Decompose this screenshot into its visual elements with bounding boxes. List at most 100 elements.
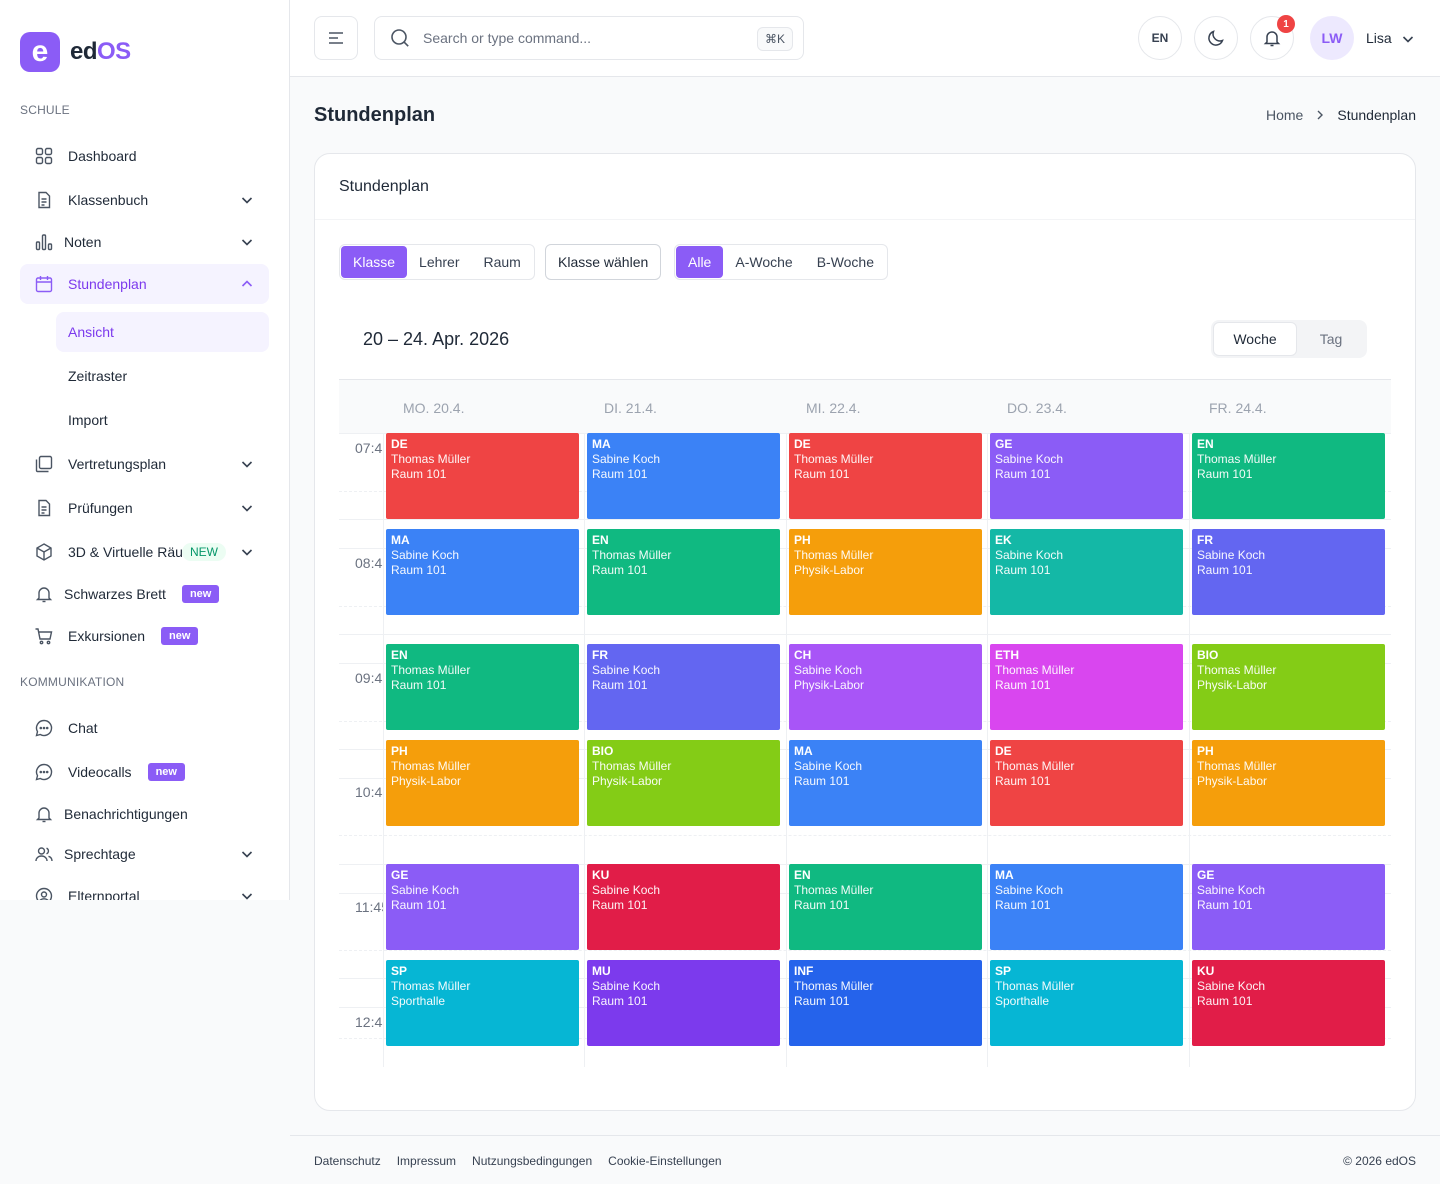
lesson-block[interactable]: MA Sabine Koch Raum 101 — [789, 740, 982, 826]
lesson-block[interactable]: FR Sabine Koch Raum 101 — [587, 644, 780, 730]
lesson-block[interactable]: PH Thomas Müller Physik-Labor — [386, 740, 579, 826]
footer-link-impressum[interactable]: Impressum — [396, 1154, 457, 1168]
sidebar-item-klassenbuch[interactable]: Klassenbuch — [20, 180, 269, 220]
lesson-block[interactable]: DE Thomas Müller Raum 101 — [789, 433, 982, 519]
sidebar-item-videocalls[interactable]: Videocalls new — [20, 752, 269, 792]
sidebar-subitem-ansicht[interactable]: Ansicht — [56, 312, 269, 352]
lesson-block[interactable]: ETH Thomas Müller Raum 101 — [990, 644, 1183, 730]
breadcrumb: Home Stundenplan — [1266, 107, 1416, 123]
breadcrumb-home-link[interactable]: Home — [1266, 107, 1304, 123]
lesson-block[interactable]: MA Sabine Koch Raum 101 — [386, 529, 579, 615]
sidebar-item-sprechtage[interactable]: Sprechtage — [20, 834, 269, 874]
sidebar-item-label: Benachrichtigungen — [64, 806, 188, 822]
lesson-block[interactable]: SP Thomas Müller Sporthalle — [990, 960, 1183, 1046]
search-input[interactable] — [423, 30, 723, 46]
lesson-teacher: Thomas Müller — [794, 452, 874, 466]
cube-icon — [34, 542, 54, 562]
lesson-block[interactable]: BIO Thomas Müller Physik-Labor — [587, 740, 780, 826]
time-label: 12:45 — [355, 1014, 383, 1030]
sidebar-item-benachrichtigungen[interactable]: Benachrichtigungen — [20, 794, 269, 834]
lesson-subject: DE — [995, 744, 1012, 758]
day-label: MO. 20.4. — [403, 400, 465, 416]
lesson-block[interactable]: INF Thomas Müller Raum 101 — [789, 960, 982, 1046]
lesson-block[interactable]: GE Sabine Koch Raum 101 — [990, 433, 1183, 519]
grid-line — [339, 634, 1391, 635]
user-name[interactable]: Lisa — [1366, 30, 1392, 46]
lesson-room: Raum 101 — [1197, 994, 1253, 1008]
select-class-button[interactable]: Klasse wählen — [545, 244, 662, 280]
view-option-tag[interactable]: Tag — [1319, 331, 1343, 347]
sidebar-item-label: Schwarzes Brett — [64, 586, 166, 602]
lesson-block[interactable]: EN Thomas Müller Raum 101 — [1192, 433, 1385, 519]
mode-option-lehrer[interactable]: Lehrer — [419, 254, 460, 270]
sidebar-item-chat[interactable]: Chat — [20, 708, 269, 748]
lesson-block[interactable]: BIO Thomas Müller Physik-Labor — [1192, 644, 1385, 730]
search-box[interactable]: ⌘K — [374, 16, 804, 60]
week-option-alle[interactable]: Alle — [676, 246, 724, 278]
sidebar-item-stundenplan[interactable]: Stundenplan — [20, 264, 269, 304]
sidebar-item-vertretungsplan[interactable]: Vertretungsplan — [20, 444, 269, 484]
lesson-block[interactable]: SP Thomas Müller Sporthalle — [386, 960, 579, 1046]
chevron-down-icon[interactable] — [1400, 31, 1416, 47]
week-option-b[interactable]: B-Woche — [816, 254, 875, 270]
sidebar-item-elternportal[interactable]: Elternportal — [20, 876, 269, 900]
sidebar-item-noten[interactable]: Noten — [20, 222, 269, 262]
chat-icon — [34, 718, 54, 738]
calendar-icon — [34, 274, 54, 294]
lesson-teacher: Sabine Koch — [391, 883, 460, 897]
lesson-teacher: Thomas Müller — [995, 663, 1075, 677]
sidebar-item-pruefungen[interactable]: Prüfungen — [20, 488, 269, 528]
mode-option-raum[interactable]: Raum — [483, 254, 521, 270]
chat-icon — [34, 762, 54, 782]
logo-text-prefix: ed — [70, 38, 98, 65]
lesson-block[interactable]: DE Thomas Müller Raum 101 — [990, 740, 1183, 826]
grid-line — [339, 950, 1391, 951]
lesson-block[interactable]: PH Thomas Müller Physik-Labor — [1192, 740, 1385, 826]
lesson-block[interactable]: CH Sabine Koch Physik-Labor — [789, 644, 982, 730]
lesson-block[interactable]: FR Sabine Koch Raum 101 — [1192, 529, 1385, 615]
lesson-subject: DE — [391, 437, 408, 451]
avatar[interactable]: LW — [1310, 16, 1354, 60]
lesson-teacher: Thomas Müller — [794, 883, 874, 897]
lesson-block[interactable]: PH Thomas Müller Physik-Labor — [789, 529, 982, 615]
menu-toggle-button[interactable] — [314, 16, 358, 60]
sidebar-subitem-zeitraster[interactable]: Zeitraster — [68, 368, 128, 384]
sidebar-item-exkursionen[interactable]: Exkursionen new — [20, 616, 269, 656]
sidebar-subitem-import[interactable]: Import — [68, 412, 108, 428]
lesson-teacher: Thomas Müller — [391, 759, 471, 773]
chevron-down-icon — [241, 505, 253, 512]
theme-toggle-button[interactable] — [1194, 16, 1238, 60]
footer-link-cookie-einstellungen[interactable]: Cookie-Einstellungen — [608, 1154, 722, 1168]
view-option-woche[interactable]: Woche — [1213, 322, 1297, 356]
lesson-block[interactable]: EN Thomas Müller Raum 101 — [386, 644, 579, 730]
lesson-subject: KU — [1197, 964, 1215, 978]
footer-link-datenschutz[interactable]: Datenschutz — [314, 1154, 381, 1168]
sidebar-item-3d-raeume[interactable]: 3D & Virtuelle Räume NEW — [20, 532, 269, 572]
moon-icon — [1208, 30, 1224, 46]
lesson-block[interactable]: GE Sabine Koch Raum 101 — [386, 864, 579, 950]
lesson-block[interactable]: EN Thomas Müller Raum 101 — [789, 864, 982, 950]
footer-link-nutzungsbedingungen[interactable]: Nutzungsbedingungen — [472, 1154, 593, 1168]
lesson-block[interactable]: KU Sabine Koch Raum 101 — [587, 864, 780, 950]
lesson-room: Raum 101 — [794, 774, 850, 788]
sidebar-item-dashboard[interactable]: Dashboard — [20, 136, 269, 176]
logo[interactable]: e edOS — [20, 32, 131, 72]
lesson-block[interactable]: MA Sabine Koch Raum 101 — [990, 864, 1183, 950]
week-segmented-control: Alle A-Woche B-Woche — [674, 244, 889, 280]
chevron-up-icon — [241, 280, 253, 287]
lesson-teacher: Sabine Koch — [1197, 979, 1266, 993]
language-button[interactable]: EN — [1138, 16, 1182, 60]
sidebar-item-schwarzes-brett[interactable]: Schwarzes Brett new — [20, 574, 269, 614]
lesson-block[interactable]: EN Thomas Müller Raum 101 — [587, 529, 780, 615]
week-option-a[interactable]: A-Woche — [735, 254, 793, 270]
lesson-block[interactable]: MA Sabine Koch Raum 101 — [587, 433, 780, 519]
lesson-block[interactable]: GE Sabine Koch Raum 101 — [1192, 864, 1385, 950]
lesson-block[interactable]: DE Thomas Müller Raum 101 — [386, 433, 579, 519]
notifications-button[interactable]: 1 — [1250, 15, 1295, 60]
lesson-block[interactable]: MU Sabine Koch Raum 101 — [587, 960, 780, 1046]
mode-option-klasse[interactable]: Klasse — [341, 246, 408, 278]
lesson-teacher: Thomas Müller — [995, 759, 1075, 773]
lesson-room: Raum 101 — [592, 678, 648, 692]
lesson-block[interactable]: KU Sabine Koch Raum 101 — [1192, 960, 1385, 1046]
lesson-block[interactable]: EK Sabine Koch Raum 101 — [990, 529, 1183, 615]
